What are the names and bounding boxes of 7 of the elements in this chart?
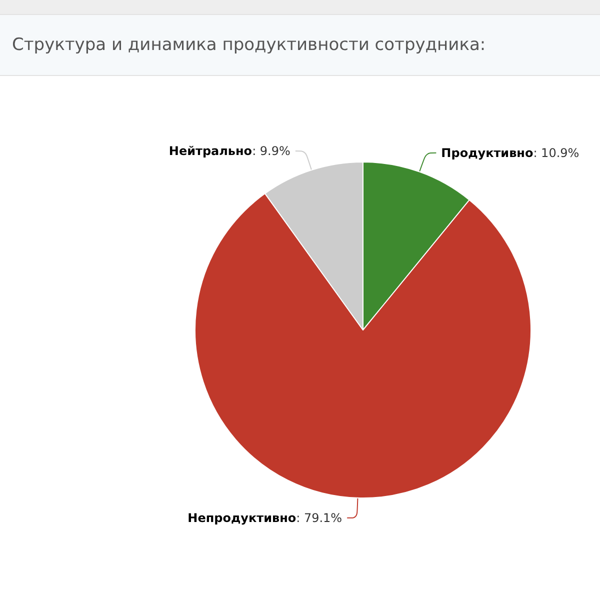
slice-label: Непродуктивно — [188, 510, 296, 525]
data-label: : 79.1% — [296, 510, 342, 525]
chart-title: Структура и динамика продуктивности сотрудника: — [0, 14, 600, 76]
slice-label: Нейтрально — [168, 144, 252, 158]
slice-label: Продуктивно — [441, 146, 534, 160]
data-label: : 10.9% — [533, 146, 580, 160]
data-label: : 9.9% — [252, 144, 290, 158]
